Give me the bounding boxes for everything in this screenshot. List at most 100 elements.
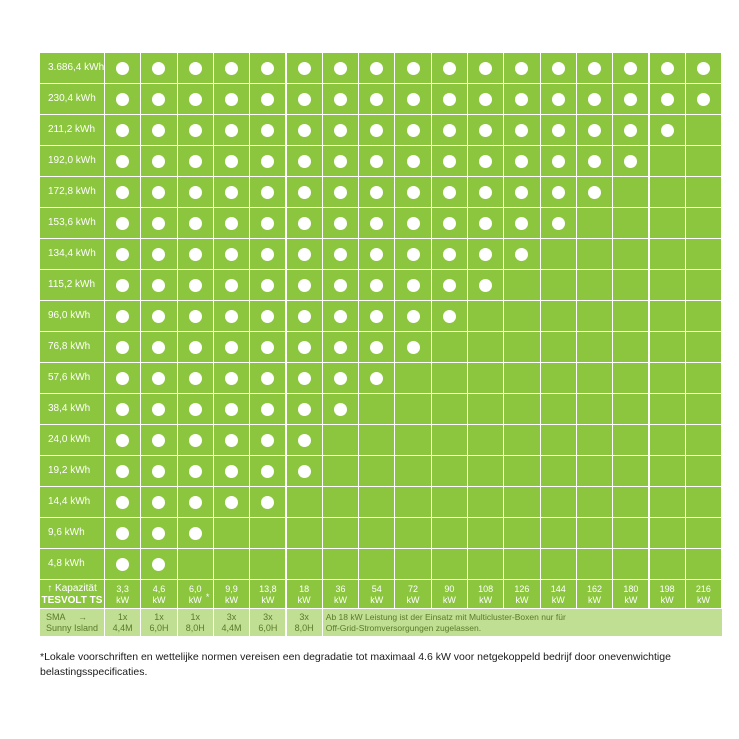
table-cell <box>141 115 177 145</box>
table-cell <box>395 115 431 145</box>
compatible-dot <box>333 402 347 416</box>
table-cell <box>250 518 286 548</box>
row-label-cell: 211,2 kWh <box>40 115 104 145</box>
compatible-dot <box>370 185 384 199</box>
table-cell <box>685 425 722 455</box>
power-header-cell: 108 kW <box>468 580 504 608</box>
table-cell <box>395 425 431 455</box>
table-cell <box>576 425 613 455</box>
compatible-dot <box>188 340 202 354</box>
sma-count: 3x <box>226 612 237 622</box>
compatible-dot <box>116 123 130 137</box>
table-cell <box>576 332 613 362</box>
compatible-dot <box>370 92 384 106</box>
table-cell <box>359 549 395 579</box>
table-cell <box>141 425 177 455</box>
compatible-dot <box>297 216 311 230</box>
table-cell <box>540 456 576 486</box>
table-cell <box>685 332 722 362</box>
row-label-cell: 134,4 kWh <box>40 239 104 269</box>
compatible-dot <box>152 557 166 571</box>
compatible-dot <box>333 61 347 75</box>
table-cell <box>613 177 649 207</box>
compatible-dot <box>442 123 456 137</box>
table-cell <box>613 332 649 362</box>
table-cell <box>322 115 359 145</box>
power-unit: kW <box>515 595 529 605</box>
row-label: 134,4 kWh <box>48 248 96 259</box>
table-cell <box>177 549 213 579</box>
compatible-dot <box>188 278 202 292</box>
compatible-dot <box>225 185 239 199</box>
power-value: 18 <box>299 584 310 594</box>
compatible-dot <box>188 402 202 416</box>
table-cell <box>105 84 141 114</box>
table-cell <box>141 549 177 579</box>
table-cell <box>576 53 613 83</box>
sma-note-cell: Ab 18 kW Leistung ist der Einsatz mit Mu… <box>322 609 723 636</box>
table-cell <box>213 208 250 238</box>
row-label-cell: 153,6 kWh <box>40 208 104 238</box>
table-cell <box>141 84 177 114</box>
compatible-dot <box>515 154 529 168</box>
row-label: 14,4 kWh <box>48 496 91 507</box>
compatible-dot <box>551 61 565 75</box>
table-cell <box>141 456 177 486</box>
table-cell <box>395 239 431 269</box>
row-label-cell: 38,4 kWh <box>40 394 104 424</box>
compatible-dot <box>116 340 130 354</box>
table-cell <box>286 394 322 424</box>
table-cell <box>649 332 685 362</box>
table-cell <box>213 456 250 486</box>
table-cell <box>213 363 250 393</box>
compatible-dot <box>660 61 674 75</box>
table-cell <box>250 177 286 207</box>
table-cell <box>613 518 649 548</box>
power-unit: kW <box>225 595 239 605</box>
table-cell <box>105 332 141 362</box>
table-cell <box>468 487 504 517</box>
power-value: 54 <box>371 584 382 594</box>
table-cell <box>468 177 504 207</box>
table-cell <box>213 549 250 579</box>
compatible-dot <box>551 216 565 230</box>
compatible-dot <box>116 185 130 199</box>
table-cell <box>286 518 322 548</box>
compatible-dot <box>297 433 311 447</box>
sma-count: 1x <box>154 612 164 622</box>
table-cell <box>105 456 141 486</box>
compatible-dot <box>297 402 311 416</box>
table-cell <box>431 394 467 424</box>
power-unit: kW <box>261 595 275 605</box>
compatible-dot <box>297 123 311 137</box>
compatible-dot <box>116 495 130 509</box>
compatible-dot <box>333 154 347 168</box>
compatible-dot <box>188 371 202 385</box>
compatible-dot <box>370 123 384 137</box>
table-cell <box>540 208 576 238</box>
compatible-dot <box>297 340 311 354</box>
sma-config-cell: 1x 6,0H <box>141 609 177 636</box>
compatible-dot <box>297 371 311 385</box>
table-cell <box>213 270 250 300</box>
compatible-dot <box>261 247 275 261</box>
table-cell <box>613 425 649 455</box>
compatible-dot <box>116 433 130 447</box>
table-cell <box>504 518 540 548</box>
compatible-dot <box>624 123 638 137</box>
table-cell <box>250 487 286 517</box>
table-cell <box>504 239 540 269</box>
table-cell <box>613 301 649 331</box>
compatible-dot <box>225 278 239 292</box>
row-label: 211,2 kWh <box>48 124 96 135</box>
capacity-brand: TESVOLT TS <box>41 595 103 606</box>
table-cell <box>395 84 431 114</box>
table-cell <box>613 115 649 145</box>
table-cell <box>322 332 359 362</box>
compatible-dot <box>116 464 130 478</box>
compatible-dot <box>261 92 275 106</box>
compatible-dot <box>261 309 275 323</box>
compatible-dot <box>333 340 347 354</box>
table-cell <box>141 239 177 269</box>
table-cell <box>613 239 649 269</box>
